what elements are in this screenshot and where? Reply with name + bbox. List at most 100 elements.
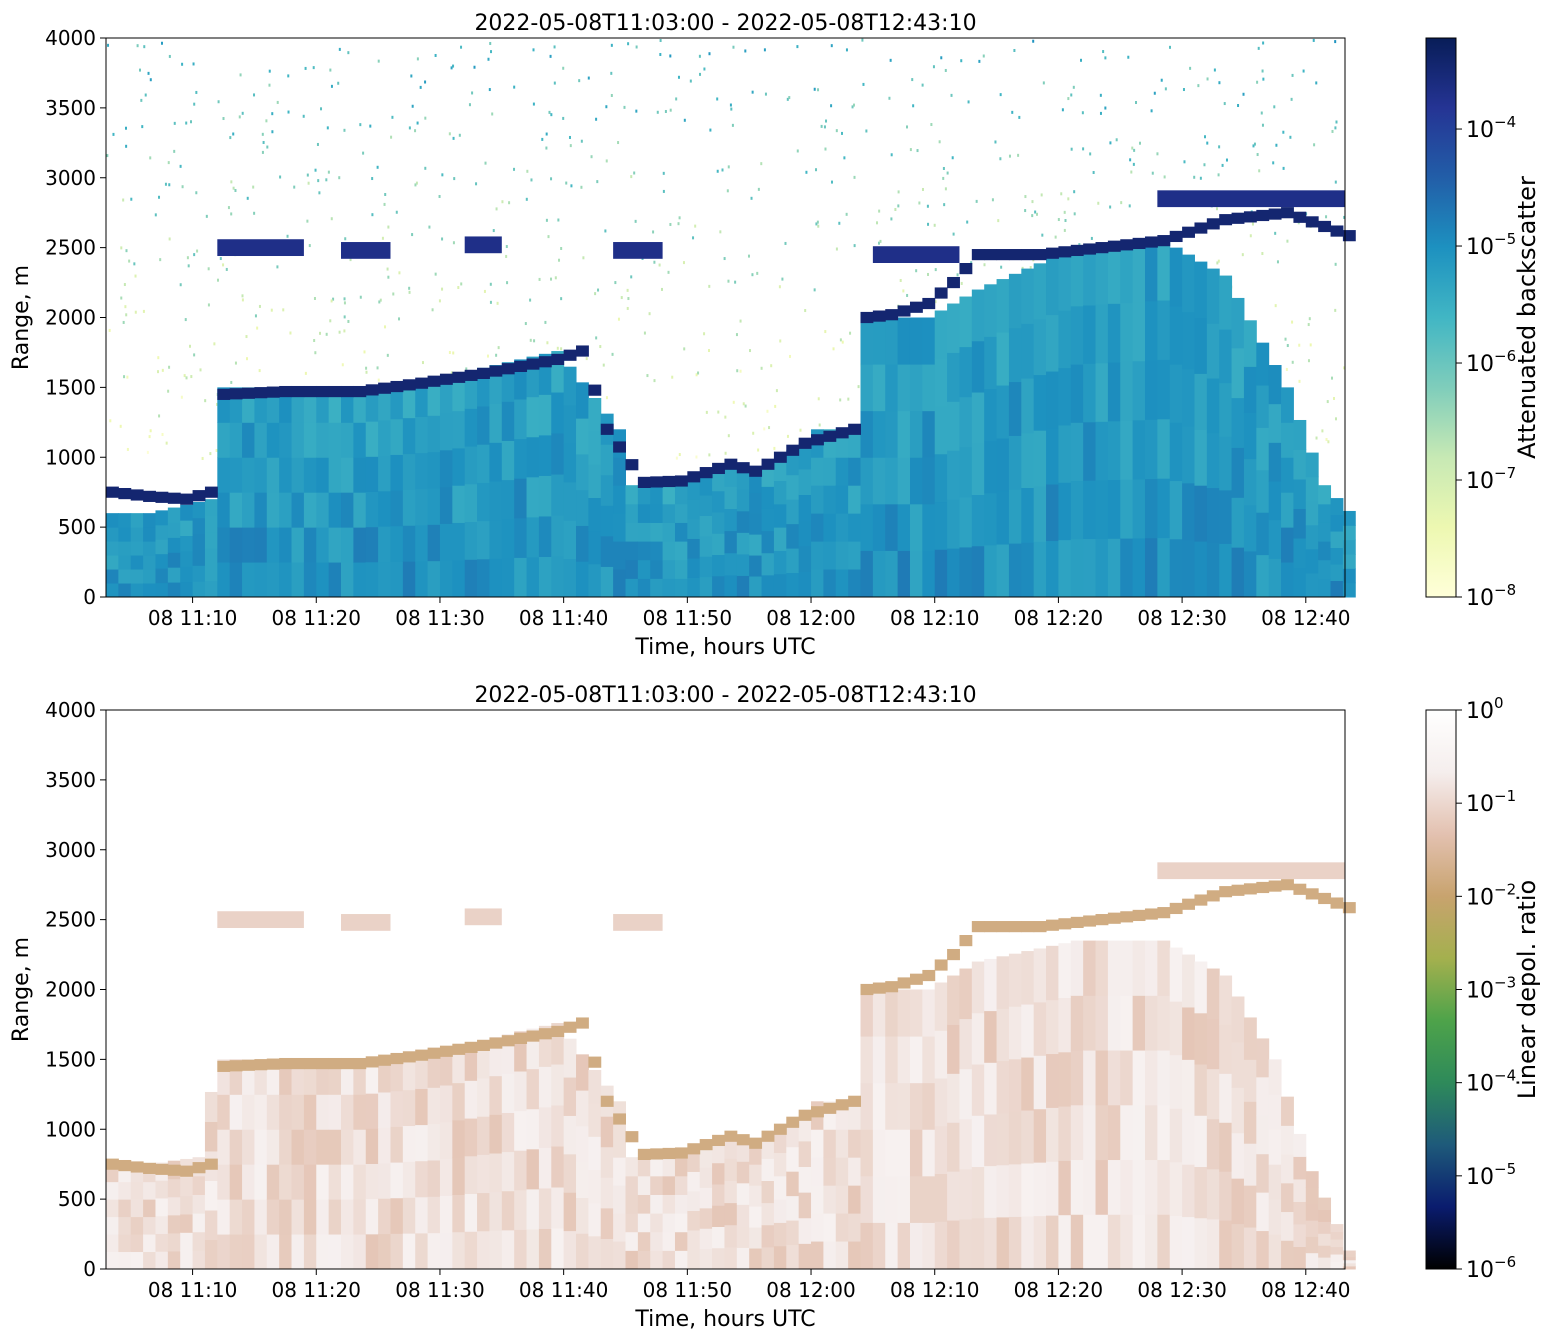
noise-cell [1104,56,1107,60]
column-cell [551,1187,565,1229]
column-cell [1305,1236,1319,1254]
column-cell [761,464,775,487]
noise-cell [1291,320,1294,324]
column-cell [106,555,119,570]
column-cell [192,533,206,550]
column-cell [353,492,367,528]
noise-cell [1334,126,1337,130]
colorbar-tick-label: 10−6 [1466,1253,1516,1283]
column-cell [860,550,874,598]
column-cell [909,1036,923,1084]
column-cell [1194,261,1208,318]
column-cell [489,1230,503,1270]
noise-cell [1120,201,1123,205]
column-cell [303,1234,317,1270]
column-cell [1021,487,1035,543]
column-cell [526,556,540,598]
column-cell [1132,940,1146,996]
column-cell [477,1116,490,1155]
column-cell [1021,1004,1035,1058]
noise-cell [164,182,167,186]
column-cell [786,1171,800,1197]
column-cell [823,541,837,570]
column-cell [1231,1132,1245,1179]
noise-cell [732,400,735,404]
column-cell [1058,482,1072,541]
cloud-base-cell [1268,208,1282,220]
column-cell [674,1250,688,1270]
cloud-base-cell [180,1165,194,1177]
column-cell [427,1123,441,1161]
noise-cell [788,96,791,100]
noise-cell [304,66,307,70]
noise-cell [391,115,394,119]
column-cell [378,490,391,527]
column-cell [1231,347,1245,399]
column-cell [1330,547,1344,565]
upper-cloud-cell [341,914,391,931]
noise-cell [553,81,556,85]
noise-cell [1018,115,1021,119]
noise-cell [1017,153,1020,157]
noise-cell [742,402,745,406]
noise-cell [408,286,411,290]
column-cell [1021,1057,1035,1111]
noise-cell [124,305,127,309]
column-cell [1194,1012,1208,1065]
column-cell [328,1129,342,1165]
column-cell [341,1234,354,1270]
column-cell [415,488,429,526]
column-cell [1293,537,1307,568]
column-cell [1144,940,1158,996]
colorbar-tick-label: 10−5 [1466,230,1516,260]
noise-cell [130,197,133,201]
noise-cell [302,114,305,118]
column-cell [1008,1216,1022,1270]
noise-cell [377,59,380,63]
column-cell [402,417,416,455]
column-cell [291,422,305,458]
column-cell [1157,418,1171,479]
cloud-base-cell [291,1057,305,1070]
column-cell [1330,498,1344,516]
cloud-base-cell [786,444,800,456]
column-cell [860,364,874,412]
noise-cell [716,169,719,173]
column-cell [588,1069,602,1104]
column-cell [687,1210,701,1231]
column-cell [650,485,664,505]
noise-cell [225,267,228,271]
noise-cell [123,283,126,287]
noise-cell [1262,77,1265,81]
column-cell [773,457,787,482]
column-cell [1194,485,1208,542]
column-cell [1083,246,1097,306]
noise-cell [452,351,455,355]
column-cell [1157,1214,1171,1270]
noise-cell [168,237,171,241]
cloud-base-cell [576,345,589,357]
noise-cell [735,333,738,337]
noise-cell [580,185,583,189]
cloud-base-cell [316,385,330,398]
cloud-base-cell [749,465,763,477]
column-cell [1107,1214,1121,1270]
column-cell [1206,1068,1220,1120]
column-cell [328,1094,342,1130]
noise-cell [721,168,724,172]
column-cell [1305,1252,1319,1270]
noise-cell [134,274,137,278]
column-cell [971,1064,985,1116]
cloud-base-cell [823,1102,837,1114]
noise-cell [982,54,985,58]
column-cell [1219,1073,1233,1123]
column-cell [1206,1018,1220,1070]
column-cell [1305,1203,1319,1221]
column-cell [1219,275,1233,330]
column-cell [328,492,342,528]
column-cell [1095,1214,1109,1270]
column-cell [1281,492,1294,528]
column-cell [328,527,342,563]
column-cell [996,1112,1010,1166]
column-cell [662,541,676,561]
